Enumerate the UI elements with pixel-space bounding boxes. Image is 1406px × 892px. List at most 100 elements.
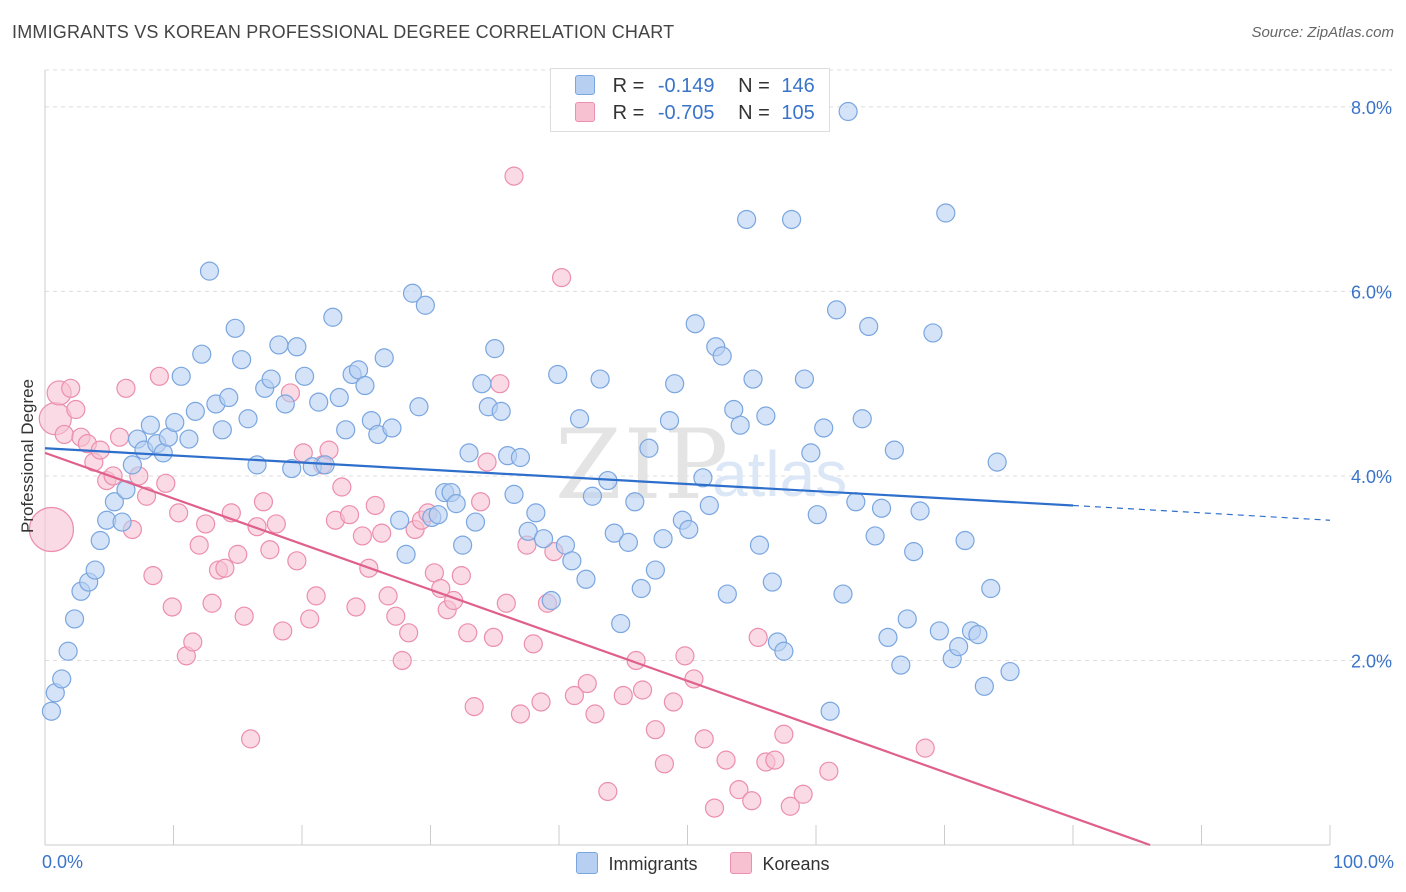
- immigrants-point: [699, 495, 719, 516]
- immigrants-point: [85, 560, 105, 580]
- koreans-point: [234, 606, 254, 626]
- immigrants-point: [446, 494, 466, 514]
- koreans-point: [577, 673, 597, 694]
- immigrants-point: [756, 406, 776, 426]
- immigrants-point: [90, 530, 110, 551]
- n-value: 105: [781, 102, 815, 124]
- koreans-point: [54, 424, 74, 445]
- immigrants-point: [884, 440, 904, 460]
- immigrants-point: [122, 455, 142, 475]
- immigrants-point: [382, 418, 402, 438]
- koreans-point: [346, 597, 366, 617]
- koreans-point: [780, 796, 800, 816]
- immigrants-point: [631, 578, 651, 599]
- immigrants-trend-extension: [1072, 504, 1331, 521]
- y-tick-label: 4.0%: [1351, 467, 1392, 487]
- immigrants-point: [269, 335, 289, 355]
- immigrants-point: [618, 532, 638, 552]
- koreans-point: [189, 535, 209, 555]
- y-tick-label: 2.0%: [1351, 651, 1392, 671]
- koreans-point: [352, 526, 372, 546]
- immigrants-point: [282, 458, 302, 479]
- immigrants-point: [582, 486, 603, 506]
- koreans-point: [300, 609, 320, 629]
- immigrants-point: [685, 314, 705, 334]
- source-label: Source: ZipAtlas.com: [1251, 24, 1394, 41]
- koreans-point: [464, 697, 484, 717]
- koreans-point: [477, 452, 497, 472]
- immigrants-point: [611, 613, 631, 634]
- immigrants-point: [453, 535, 473, 555]
- immigrants-point: [329, 387, 349, 408]
- koreans-point: [202, 593, 222, 613]
- immigrants-point: [459, 443, 479, 463]
- immigrants-point: [247, 455, 267, 475]
- immigrants-point: [323, 307, 343, 327]
- immigrants-point: [185, 401, 205, 421]
- immigrants-point: [212, 420, 232, 440]
- immigrants-point: [396, 544, 416, 564]
- immigrants-point: [409, 397, 429, 417]
- immigrants-point: [526, 503, 546, 523]
- immigrants-point: [261, 369, 281, 389]
- immigrants-point: [225, 318, 245, 338]
- immigrants-point: [659, 410, 680, 431]
- immigrants-point: [415, 295, 435, 315]
- immigrants-point: [865, 526, 885, 546]
- trend-lines: [44, 447, 1331, 847]
- koreans-point: [306, 586, 326, 606]
- immigrants-point: [548, 364, 568, 385]
- koreans-point: [510, 704, 531, 724]
- immigrants-point: [238, 409, 258, 429]
- koreans-point: [694, 729, 714, 749]
- r-value: -0.149: [657, 75, 715, 97]
- koreans-point: [260, 540, 280, 560]
- immigrants-trend-line: [44, 447, 1074, 507]
- koreans-point: [332, 477, 352, 497]
- koreans-point: [774, 724, 794, 744]
- immigrants-point: [968, 625, 988, 645]
- chart-title: IMMIGRANTS VS KOREAN PROFESSIONAL DEGREE…: [12, 22, 675, 42]
- immigrants-point: [781, 209, 802, 230]
- immigrants-point: [112, 512, 132, 532]
- koreans-point: [196, 514, 216, 534]
- koreans-point: [819, 761, 839, 781]
- koreans-point: [793, 784, 813, 804]
- immigrants-point: [904, 542, 924, 562]
- immigrants-point: [604, 523, 624, 543]
- koreans-point: [431, 578, 451, 599]
- immigrants-point: [390, 510, 410, 530]
- immigrants-point: [510, 447, 531, 468]
- koreans-point: [675, 646, 695, 666]
- immigrants-point: [1000, 661, 1020, 682]
- koreans-point: [585, 704, 605, 724]
- koreans-point: [109, 427, 130, 447]
- koreans-point: [399, 623, 419, 643]
- series-legend: Immigrants Koreans: [0, 852, 1406, 875]
- koreans-point: [247, 517, 267, 537]
- koreans-point: [241, 729, 261, 749]
- immigrants-point: [693, 468, 713, 488]
- y-tick-label: 8.0%: [1351, 98, 1392, 118]
- immigrants-point: [402, 283, 423, 303]
- y-tick-label: 6.0%: [1351, 282, 1392, 302]
- koreans-point: [61, 378, 81, 398]
- immigrants-point: [569, 409, 590, 429]
- legend-item-immigrants: Immigrants: [576, 852, 697, 875]
- koreans-point: [765, 750, 785, 770]
- koreans-point: [273, 621, 293, 641]
- immigrants-point: [171, 366, 191, 386]
- immigrants-point: [974, 676, 994, 696]
- koreans-point: [915, 738, 935, 758]
- immigrants-point: [275, 394, 295, 414]
- x-tick-min: 0.0%: [42, 852, 84, 872]
- immigrants-point: [179, 429, 199, 449]
- koreans-point: [143, 565, 163, 586]
- koreans-point: [253, 492, 274, 512]
- koreans-point: [483, 627, 504, 648]
- y-axis-label: Professional Degree: [18, 378, 37, 534]
- immigrants-point: [807, 505, 827, 525]
- koreans-point: [742, 791, 762, 811]
- immigrants-points: [41, 101, 1020, 721]
- immigrants-point: [717, 584, 737, 604]
